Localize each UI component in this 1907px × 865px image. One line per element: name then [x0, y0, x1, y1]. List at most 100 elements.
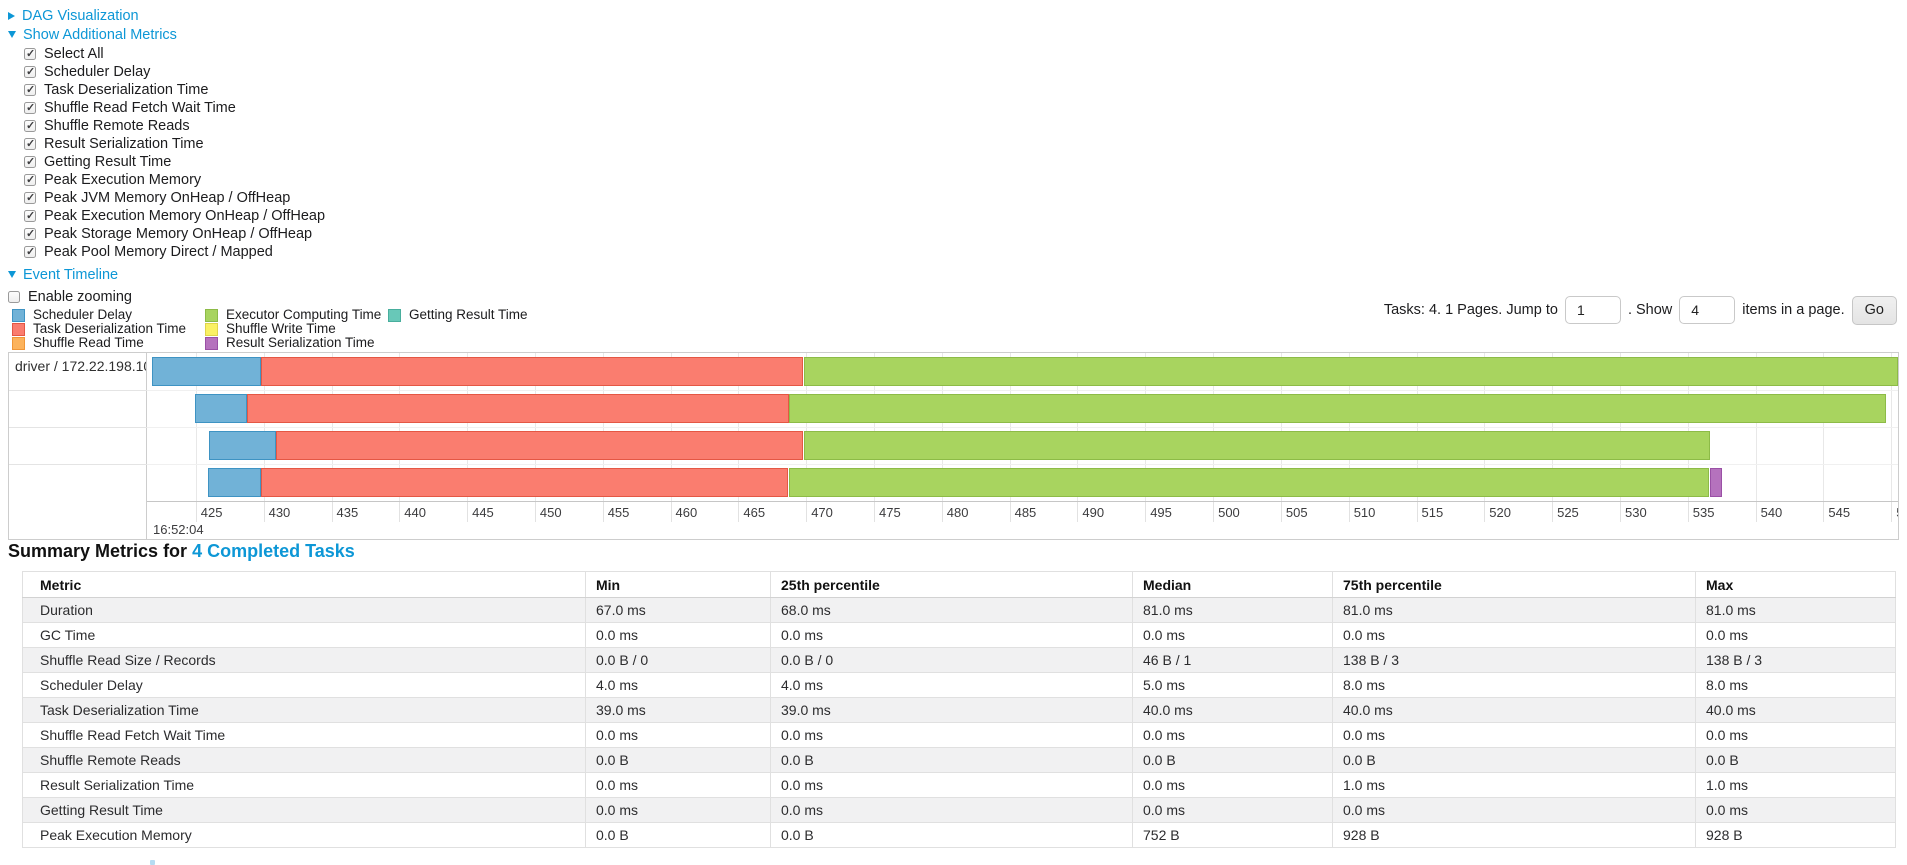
metric-value-cell: 0.0 ms	[585, 622, 771, 648]
metric-checkbox-row: Peak Storage Memory OnHeap / OffHeap	[24, 225, 325, 243]
metric-checkbox-row: Peak JVM Memory OnHeap / OffHeap	[24, 189, 325, 207]
metric-checkbox[interactable]	[24, 227, 36, 240]
stage-controls: DAG Visualization Show Additional Metric…	[8, 6, 325, 306]
task-deserialization-swatch	[12, 322, 25, 336]
enable-zooming-checkbox[interactable]	[8, 291, 20, 303]
items-per-page-input[interactable]	[1679, 296, 1736, 324]
axis-tick	[1009, 502, 1011, 522]
metric-checkbox[interactable]	[24, 83, 36, 96]
table-header-cell: 25th percentile	[770, 571, 1133, 598]
legend-label: Task Deserialization Time	[33, 321, 187, 336]
axis-tick-label: 505	[1285, 505, 1308, 520]
metric-value-cell: 0.0 ms	[1332, 797, 1696, 823]
axis-tick	[534, 502, 536, 522]
metric-value-cell: 0.0 B	[770, 822, 1133, 848]
segment-scheduler-delay	[194, 394, 248, 423]
metric-checkbox[interactable]	[24, 47, 36, 60]
axis-tick-label: 465	[743, 505, 766, 520]
metric-checkbox[interactable]	[24, 65, 36, 78]
axis-tick-label: 515	[1421, 505, 1444, 520]
metric-value-cell: 0.0 ms	[1332, 722, 1696, 748]
shuffle-read-swatch	[12, 336, 25, 350]
metric-checkbox-row: Result Serialization Time	[24, 135, 325, 153]
metric-checkbox-row: Getting Result Time	[24, 153, 325, 171]
axis-tick-label: 480	[946, 505, 969, 520]
segment-task-deserialization	[260, 357, 804, 386]
result-serialization-swatch	[205, 336, 218, 350]
metric-checkbox-label: Peak Storage Memory OnHeap / OffHeap	[44, 226, 313, 242]
metric-checkbox-label: Peak JVM Memory OnHeap / OffHeap	[44, 190, 291, 206]
metric-value-cell: 928 B	[1332, 822, 1696, 848]
axis-tick-label: 425	[200, 505, 223, 520]
axis-tick	[399, 502, 401, 522]
metric-value-cell: 39.0 ms	[770, 697, 1133, 723]
axis-tick	[1280, 502, 1282, 522]
metric-checkbox-row: Shuffle Read Fetch Wait Time	[24, 99, 325, 117]
metric-value-cell: 8.0 ms	[1695, 672, 1896, 698]
axis-tick-label: 520	[1489, 505, 1511, 520]
axis-tick-label: 550	[1896, 505, 1898, 520]
event-timeline-toggle[interactable]: Event Timeline	[8, 265, 325, 284]
shuffle-write-swatch	[205, 322, 218, 336]
show-additional-metrics-toggle[interactable]: Show Additional Metrics	[8, 25, 325, 44]
metric-value-cell: 81.0 ms	[1332, 597, 1696, 623]
metric-checkbox-row: Peak Pool Memory Direct / Mapped	[24, 243, 325, 261]
metric-checkbox[interactable]	[24, 245, 36, 258]
axis-tick-label: 535	[1692, 505, 1715, 520]
next-section-toggle-cutoff[interactable]	[150, 860, 155, 865]
axis-tick-label: 510	[1353, 505, 1376, 520]
metric-value-cell: 0.0 ms	[770, 797, 1133, 823]
legend-column: Scheduler Delay Task Deserialization Time…	[12, 308, 186, 350]
segment-scheduler-delay	[208, 468, 261, 497]
metric-checkbox[interactable]	[24, 209, 36, 222]
axis-tick	[263, 502, 265, 522]
metric-value-cell: 0.0 ms	[585, 772, 771, 798]
metric-checkbox[interactable]	[24, 155, 36, 168]
lane-separator	[147, 464, 1898, 465]
legend-item: Shuffle Read Time	[12, 336, 186, 350]
timeline-row-label: driver / 172.22.198.104	[9, 353, 147, 539]
axis-tick	[1755, 502, 1757, 522]
metric-checkbox[interactable]	[24, 191, 36, 204]
metric-value-cell: 0.0 ms	[1695, 622, 1896, 648]
dag-visualization-toggle[interactable]: DAG Visualization	[8, 6, 325, 25]
axis-tick	[195, 502, 197, 522]
metric-name-cell: Scheduler Delay	[22, 672, 586, 698]
axis-tick	[1823, 502, 1825, 522]
metric-checkbox-label: Shuffle Read Fetch Wait Time	[44, 100, 236, 116]
legend-item: Getting Result Time	[388, 308, 528, 322]
axis-tick-label: 450	[539, 505, 562, 520]
event-timeline-chart: driver / 172.22.198.104 425 430 435 440 445 4…	[8, 352, 1899, 540]
metric-checkbox[interactable]	[24, 137, 36, 150]
label-lane-separator	[9, 390, 147, 391]
getting-result-swatch	[388, 308, 401, 322]
lane-separator	[147, 390, 1898, 391]
expanded-arrow-icon	[8, 31, 16, 38]
metric-checkbox[interactable]	[24, 101, 36, 114]
metric-name-cell: Getting Result Time	[22, 797, 586, 823]
metric-value-cell: 0.0 ms	[1132, 797, 1333, 823]
metric-checkbox[interactable]	[24, 173, 36, 186]
metric-name-cell: Peak Execution Memory	[22, 822, 586, 848]
axis-tick	[941, 502, 943, 522]
metric-name-cell: Task Deserialization Time	[22, 697, 586, 723]
table-header-cell: Median	[1132, 571, 1333, 598]
enable-zooming-label: Enable zooming	[28, 289, 132, 305]
metric-checkbox[interactable]	[24, 119, 36, 132]
axis-tick-label: 470	[811, 505, 833, 520]
segment-task-deserialization	[275, 431, 804, 460]
dag-visualization-label: DAG Visualization	[22, 7, 139, 24]
table-row: Peak Execution Memory 0.0 B 0.0 B 752 B 928 …	[22, 822, 1896, 848]
metric-value-cell: 0.0 ms	[1132, 622, 1333, 648]
table-body: Duration 67.0 ms 68.0 ms 81.0 ms 81.0 ms 81.0…	[22, 597, 1896, 848]
axis-tick	[1077, 502, 1079, 522]
completed-tasks-link[interactable]: 4 Completed Tasks	[192, 541, 355, 561]
jump-to-page-input[interactable]	[1564, 296, 1621, 324]
metric-name-cell: GC Time	[22, 622, 586, 648]
metric-name-cell: Shuffle Read Size / Records	[22, 647, 586, 673]
metric-checkbox-label: Task Deserialization Time	[44, 82, 209, 98]
metric-value-cell: 0.0 B	[585, 747, 771, 773]
go-button[interactable]: Go	[1851, 295, 1897, 325]
metric-value-cell: 0.0 ms	[585, 797, 771, 823]
legend-column: Executor Computing Time Shuffle Write Tim…	[205, 308, 381, 350]
